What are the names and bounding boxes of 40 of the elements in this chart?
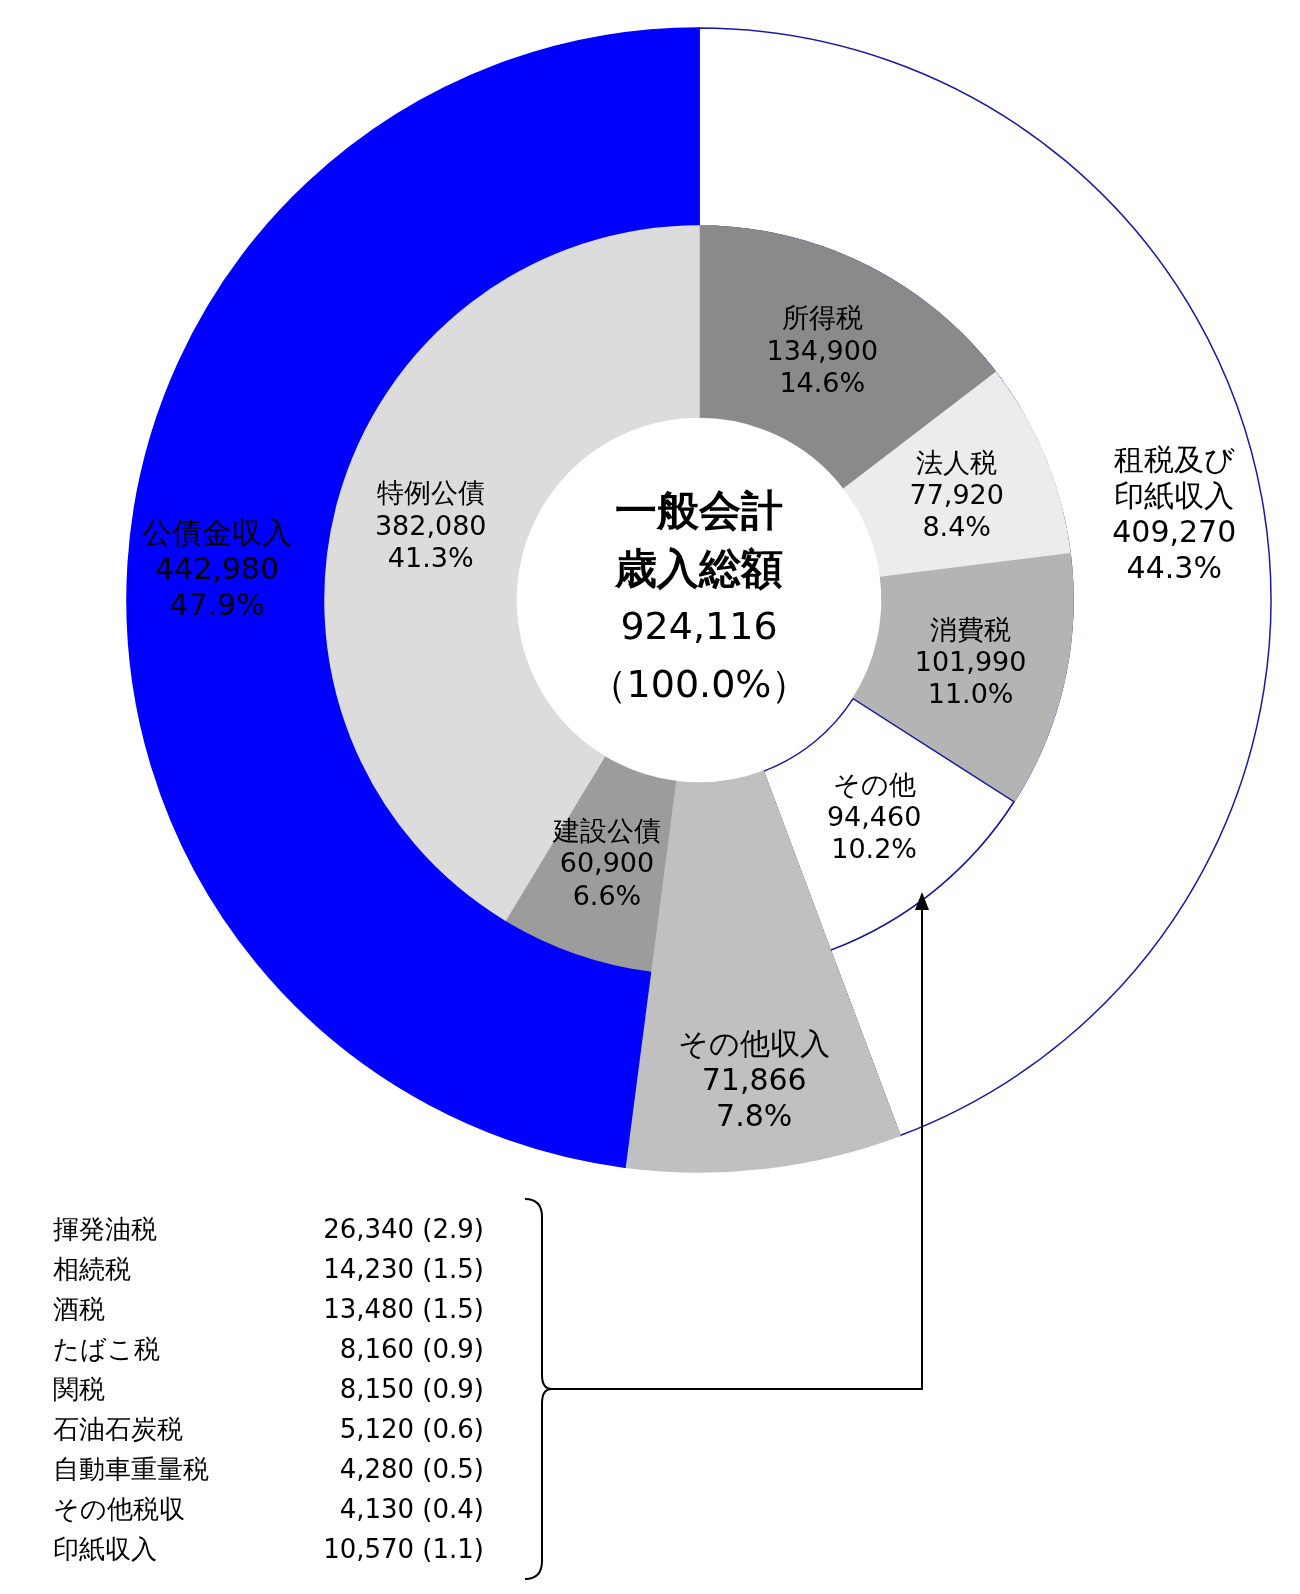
text: 8,160 (0.9) — [339, 1334, 484, 1365]
data-label: 409,270 44.3% — [1112, 514, 1237, 586]
text: 924,116 — [620, 604, 778, 649]
category-label: 関税 — [53, 1374, 105, 1405]
category-label: 印紙収入 — [53, 1534, 157, 1565]
slice-label: その他 — [832, 768, 916, 800]
category-label: 酒税 — [53, 1294, 105, 1325]
data-label: 60,900 6.6% — [559, 847, 655, 911]
category-label: 石油石炭税 — [53, 1414, 183, 1445]
text: 8,150 (0.9) — [339, 1374, 484, 1405]
slice-label: 公債金収入 — [142, 515, 293, 551]
data-label: 101,990 11.0% — [914, 646, 1027, 710]
slice-label: 法人税 — [916, 446, 998, 478]
category-label: 揮発油税 — [53, 1214, 157, 1245]
category-label: たばこ税 — [53, 1334, 160, 1365]
text: 4,130 (0.4) — [339, 1494, 484, 1525]
category-label: その他税収 — [53, 1494, 185, 1525]
slice-label: 租税及び印紙収入 — [1113, 442, 1235, 514]
text: 10,570 (1.1) — [323, 1534, 484, 1565]
text: 4,280 (0.5) — [339, 1454, 484, 1485]
data-label: 382,080 41.3% — [374, 509, 487, 574]
data-label: 134,900 14.6% — [766, 334, 879, 399]
text: 26,340 (2.9) — [323, 1214, 484, 1245]
category-label: 相続税 — [53, 1254, 131, 1285]
data-label: 77,920 8.4% — [909, 478, 1004, 543]
category-label: 自動車重量税 — [53, 1454, 209, 1485]
text: 一般会計 — [615, 485, 783, 535]
slice-label: 建設公債 — [551, 814, 661, 846]
slice-label: その他収入 — [678, 1026, 831, 1062]
data-label: 71,866 7.8% — [701, 1062, 807, 1134]
text: 13,480 (1.5) — [323, 1294, 484, 1325]
slice-label: 所得税 — [781, 302, 863, 334]
text: 5,120 (0.6) — [339, 1414, 484, 1445]
slice-label: 消費税 — [930, 613, 1012, 645]
text: （100.0%） — [588, 662, 810, 707]
data-label: 94,460 10.2% — [826, 801, 922, 865]
text: 14,230 (1.5) — [323, 1254, 484, 1285]
slice-label: 特例公債 — [376, 477, 485, 509]
text: 歳入総額 — [614, 543, 783, 593]
data-label: 442,980 47.9% — [154, 551, 280, 623]
